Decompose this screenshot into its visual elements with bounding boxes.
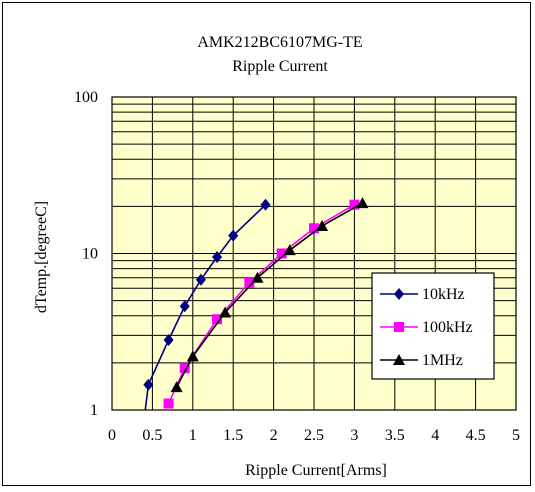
x-tick-label: 4.5: [466, 427, 486, 444]
x-tick-label: 3.5: [385, 427, 405, 444]
data-point: [228, 229, 239, 242]
legend-marker: [394, 322, 404, 332]
plot-border: [111, 96, 517, 411]
data-point: [179, 300, 190, 313]
x-axis-label: Ripple Current[Arms]: [245, 462, 387, 479]
data-point: [316, 219, 329, 231]
data-point: [212, 314, 223, 325]
data-point: [143, 378, 154, 391]
y-tick-label: 10: [82, 246, 98, 263]
legend-box: [371, 272, 495, 380]
y-tick-label: 1: [90, 402, 98, 419]
series-1mhz: [170, 197, 369, 393]
y-axis-label: dTemp.[degreeC]: [33, 201, 50, 313]
data-point: [219, 306, 232, 318]
ripple-current-chart: AMK212BC6107MG-TE Ripple Current dTemp.[…: [33, 34, 520, 479]
data-point: [283, 244, 296, 256]
y-tick-label: 100: [74, 89, 98, 106]
legend-label: 10kHz: [422, 286, 465, 303]
x-tick-label: 0.5: [142, 427, 162, 444]
x-tick-label: 2: [270, 427, 278, 444]
legend-label: 1MHz: [422, 352, 463, 369]
x-tick-label: 5: [512, 427, 520, 444]
legend-label: 100kHz: [422, 319, 473, 336]
data-point: [260, 198, 271, 211]
data-point: [251, 271, 264, 283]
chart-title: AMK212BC6107MG-TE: [197, 34, 362, 51]
x-tick-label: 2.5: [304, 427, 324, 444]
data-point: [244, 277, 255, 288]
series-100khz: [163, 199, 360, 409]
data-point: [163, 334, 174, 347]
chart-subtitle: Ripple Current: [232, 58, 328, 75]
data-point: [276, 248, 287, 259]
x-tick-label: 1.5: [223, 427, 243, 444]
data-point: [212, 250, 223, 263]
data-point: [170, 381, 183, 393]
legend-marker: [394, 288, 404, 300]
data-point: [195, 273, 206, 286]
series-line: [144, 204, 267, 410]
data-point: [163, 398, 174, 409]
data-point: [135, 445, 145, 457]
data-point: [349, 199, 360, 210]
data-point: [179, 363, 190, 374]
x-tick-label: 1: [189, 427, 197, 444]
x-tick-label: 0: [108, 427, 116, 444]
series-10khz: [135, 198, 271, 457]
x-tick-label: 3: [350, 427, 358, 444]
chart-frame: AMK212BC6107MG-TE Ripple Current dTemp.[…: [2, 2, 531, 486]
data-point: [309, 223, 319, 234]
data-point: [186, 350, 199, 362]
x-tick-label: 4: [431, 427, 439, 444]
data-point: [356, 197, 369, 209]
legend-marker: [393, 354, 405, 365]
